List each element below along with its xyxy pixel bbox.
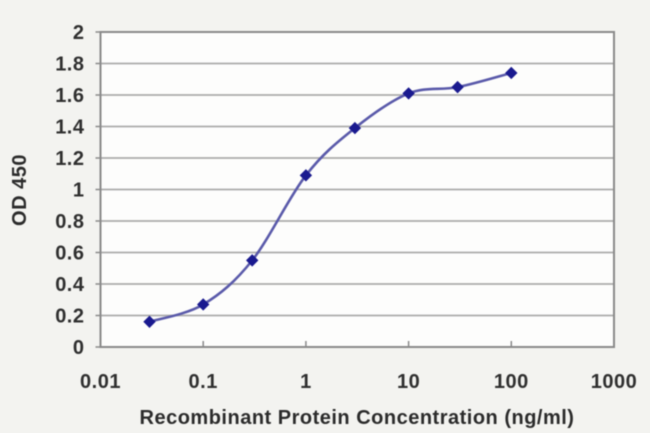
- x-axis-title: Recombinant Protein Concentration (ng/ml…: [140, 407, 575, 429]
- x-tick-label: 1: [300, 371, 312, 393]
- y-tick-label: 1: [73, 180, 85, 202]
- y-tick-label: 0.4: [55, 274, 85, 296]
- data-point-marker: [143, 315, 156, 329]
- data-series: [143, 66, 518, 329]
- y-tick-label: 1.2: [55, 148, 84, 170]
- data-point-marker: [451, 80, 464, 94]
- y-tick-label: 0: [73, 337, 85, 359]
- y-tick-label: 1.6: [55, 85, 84, 107]
- series-line: [148, 71, 513, 324]
- x-tick-label: 10: [397, 371, 420, 393]
- y-tick-label: 0.6: [55, 243, 84, 265]
- x-tick-label: 1000: [591, 371, 638, 393]
- y-axis-tick-labels: 0 0.2 0.4 0.6 0.8 1 1.2 1.4 1.6 1.8 2: [55, 22, 85, 359]
- y-tick-label: 0.2: [55, 306, 84, 328]
- data-point-marker: [299, 169, 313, 182]
- x-tick-label: 0.01: [80, 371, 121, 393]
- x-tick-label: 100: [494, 371, 529, 393]
- y-tick-label: 1.4: [55, 117, 85, 139]
- data-point-marker: [196, 298, 210, 311]
- y-tick-label: 0.8: [55, 211, 84, 233]
- data-point-marker: [402, 87, 415, 100]
- x-tick-label: 0.1: [189, 371, 218, 393]
- y-axis-title: OD 450: [9, 154, 31, 226]
- data-point-marker: [505, 66, 518, 80]
- gridlines: [100, 62, 614, 317]
- x-axis-tick-labels: 0.01 0.1 1 10 100 1000: [80, 371, 637, 393]
- data-point-marker: [348, 121, 362, 135]
- data-point-marker: [245, 254, 259, 267]
- plot-border: [99, 31, 615, 348]
- y-tick-label: 2: [73, 22, 85, 44]
- y-tick-label: 1.8: [55, 54, 84, 76]
